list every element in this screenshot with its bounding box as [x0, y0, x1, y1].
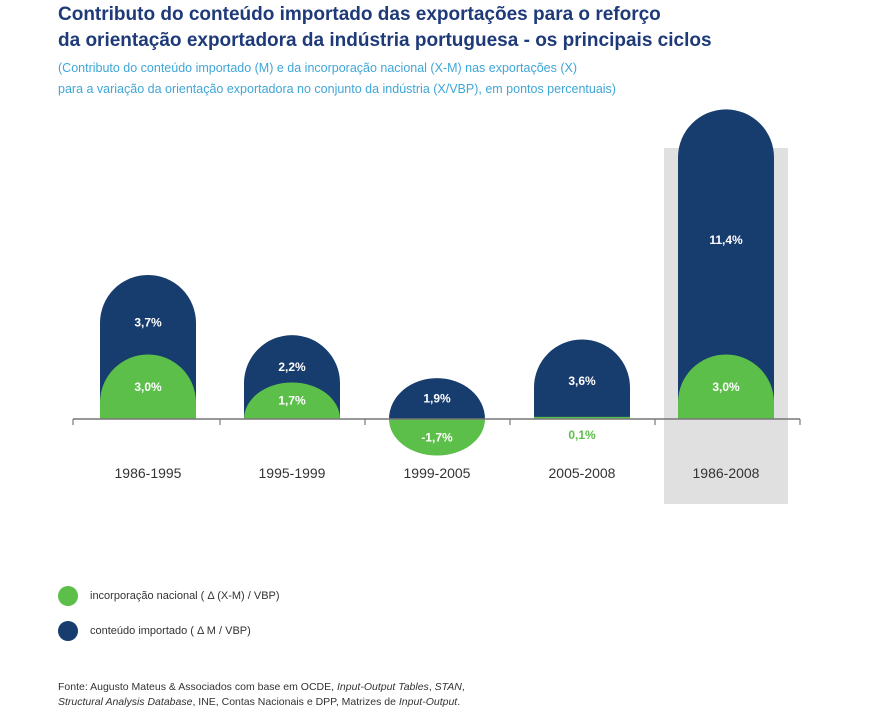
data-label-importado: 3,7%: [134, 316, 162, 330]
bar-importado: [389, 378, 485, 419]
legend-label-nacional: incorporação nacional ( Δ (X-M) / VBP): [90, 590, 280, 602]
bar-nacional: [678, 354, 774, 419]
source-italic-text: Input-Output Tables: [336, 681, 429, 693]
bar-nacional: [389, 419, 485, 456]
source-text: Fonte: Augusto Mateus & Associados com b…: [58, 681, 337, 693]
category-label: 1986-1995: [115, 465, 182, 481]
legend-item-importado: conteúdo importado ( Δ M / VBP): [58, 620, 280, 642]
source-italic-text: Structural Analysis Database: [58, 696, 193, 708]
bar-importado: [678, 109, 774, 420]
legend-swatch-nacional: [58, 586, 78, 606]
data-label-importado: 3,6%: [568, 374, 596, 388]
legend-swatch-importado: [58, 621, 78, 641]
bar-nacional: [100, 354, 196, 419]
data-label-nacional: -1,7%: [421, 430, 453, 444]
source-text: .: [457, 696, 461, 708]
bar-nacional: [244, 382, 340, 419]
bar-nacional: [534, 416, 630, 419]
data-label-importado: 1,9%: [423, 392, 451, 406]
chart-subtitle-line-1: (Contributo do conteúdo importado (M) e …: [58, 61, 578, 75]
data-label-nacional: 0,1%: [568, 428, 596, 442]
source-text: , INE, Contas Nacionais e DPP, Matrizes …: [192, 696, 399, 708]
source-italic-text: Input-Output: [398, 696, 458, 708]
chart-title-line-2: da orientação exportadora da indústria p…: [58, 30, 712, 51]
data-label-importado: 11,4%: [709, 233, 743, 247]
category-label: 2005-2008: [549, 465, 616, 481]
legend-label-importado: conteúdo importado ( Δ M / VBP): [90, 625, 251, 637]
chart-title-line-1: Contributo do conteúdo importado das exp…: [58, 4, 661, 25]
legend: incorporação nacional ( Δ (X-M) / VBP) c…: [58, 585, 280, 655]
source-text: ,: [461, 681, 465, 693]
bar-importado: [534, 339, 630, 419]
source-note: Fonte: Augusto Mateus & Associados com b…: [58, 680, 848, 710]
data-label-nacional: 3,0%: [134, 380, 162, 394]
source-text: ,: [428, 681, 435, 693]
legend-item-nacional: incorporação nacional ( Δ (X-M) / VBP): [58, 585, 280, 607]
data-label-importado: 2,2%: [278, 360, 306, 374]
stacked-bar-chart: 3,0% 3,7% 1986-1995 1,7% 2,2% 1995-1999 1,9% -1…: [72, 109, 801, 504]
chart-subtitle-line-2: para a variação da orientação exportador…: [58, 82, 616, 96]
source-italic-text: STAN: [434, 681, 462, 693]
category-label: 1999-2005: [404, 465, 471, 481]
data-label-nacional: 1,7%: [278, 394, 306, 408]
chart-title: Contributo do conteúdo importado das exp…: [58, 2, 848, 54]
chart-subtitle: (Contributo do conteúdo importado (M) e …: [58, 58, 848, 100]
category-label: 1995-1999: [259, 465, 326, 481]
category-label: 1986-2008: [693, 465, 760, 481]
data-label-nacional: 3,0%: [712, 380, 740, 394]
source-line-2: Structural Analysis Database, INE, Conta…: [58, 695, 848, 710]
source-line-1: Fonte: Augusto Mateus & Associados com b…: [58, 680, 848, 695]
